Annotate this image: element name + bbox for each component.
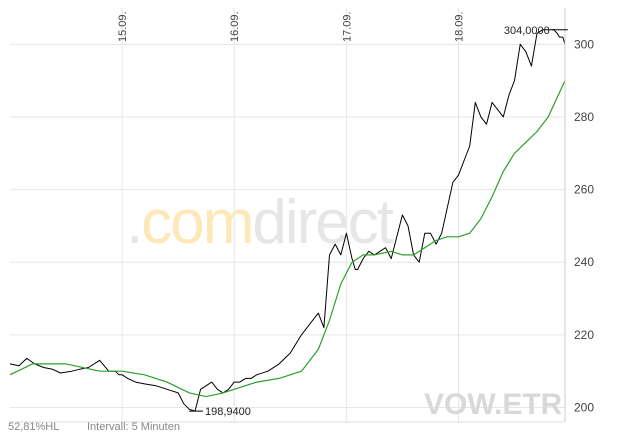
x-tick-label: 18.09. — [453, 11, 465, 42]
y-tick-label: 300 — [574, 37, 594, 51]
watermark-com: com — [141, 188, 252, 257]
watermark-dot: . — [126, 188, 141, 257]
annotations: 304,0000 198,9400 — [189, 25, 568, 418]
axes: 200 220 240 260 280 300 15.09. 16.09. 17.09. 18.0… — [10, 8, 594, 423]
y-tick-label: 220 — [574, 328, 594, 342]
y-tick-label: 260 — [574, 183, 594, 197]
comdirect-watermark: .comdirect — [126, 188, 396, 257]
svg-text:.comdirect: .comdirect — [126, 188, 394, 257]
series-group — [9, 29, 566, 412]
interval-label: Intervall: 5 Minuten — [87, 421, 180, 433]
percent-label: 52,81%HL — [8, 421, 60, 433]
symbol-watermark: VOW.ETR — [424, 388, 563, 421]
grid-lines — [10, 8, 565, 422]
watermark-direct: direct — [252, 188, 393, 257]
high-label: 304,0000 — [504, 25, 550, 37]
x-tick-label: 16.09. — [229, 11, 241, 42]
y-tick-label: 200 — [574, 400, 594, 414]
price-line — [9, 29, 566, 412]
y-tick-label: 240 — [574, 255, 594, 269]
y-tick-label: 280 — [574, 110, 594, 124]
low-label: 198,9400 — [205, 406, 251, 418]
x-tick-label: 17.09. — [341, 11, 353, 42]
x-tick-label: 15.09. — [117, 11, 129, 42]
moving-average-line — [9, 80, 566, 398]
